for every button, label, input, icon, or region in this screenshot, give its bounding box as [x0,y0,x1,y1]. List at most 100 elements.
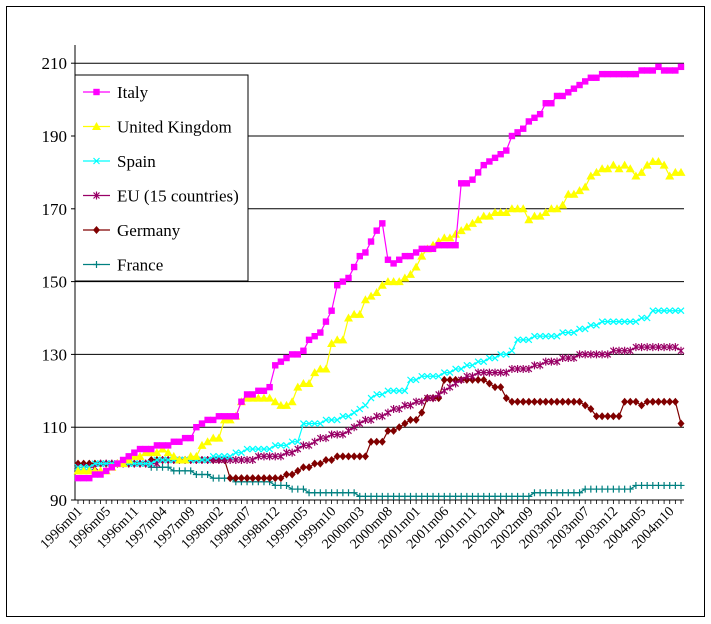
data-point-united-kingdom [253,393,263,402]
data-point-united-kingdom [180,455,190,464]
data-point-germany [361,452,369,461]
data-point-united-kingdom [670,167,680,176]
data-point-italy [452,242,459,249]
legend-marker [92,122,101,130]
data-point-united-kingdom [676,167,686,176]
data-point-italy [435,242,442,249]
data-point-eu-15-countries [260,452,268,461]
data-point-spain [519,336,527,344]
data-point-spain [339,412,347,420]
data-point-france [283,481,291,489]
data-point-spain [384,387,392,395]
data-point-eu-15-countries [671,343,679,352]
data-point-italy [525,118,533,125]
data-point-germany [395,423,403,432]
data-point-italy [615,70,623,78]
data-point-eu-15-countries [621,346,629,355]
data-point-italy [255,387,262,394]
data-point-eu-15-countries [576,350,583,359]
data-point-spain [102,460,110,468]
data-point-united-kingdom [620,160,630,169]
data-point-spain [378,391,386,398]
data-point-spain [299,420,307,427]
data-point-france [204,471,212,479]
data-point-italy [243,391,251,398]
data-point-italy [272,362,279,369]
data-point-united-kingdom [73,466,83,475]
data-point-italy [356,252,363,260]
data-point-united-kingdom [546,204,556,213]
data-point-italy [283,354,290,362]
data-point-italy [424,245,431,253]
data-point-eu-15-countries [322,434,330,443]
data-point-italy [474,169,482,176]
data-point-eu-15-countries [491,368,499,377]
data-point-united-kingdom [315,364,325,373]
data-point-spain [609,318,617,326]
data-point-spain [136,460,144,468]
data-point-italy [328,307,335,314]
data-point-united-kingdom [637,167,647,176]
data-point-germany [553,397,561,406]
data-point-united-kingdom [529,211,539,220]
data-point-france [525,492,533,500]
data-point-italy [486,158,493,165]
data-point-united-kingdom [152,448,162,457]
data-point-spain [452,365,460,373]
data-point-spain [502,350,510,358]
data-point-eu-15-countries [407,401,414,410]
data-point-italy [367,238,375,245]
data-point-italy [260,387,268,394]
data-point-spain [469,361,476,369]
data-point-italy [480,161,487,169]
data-point-italy [412,249,420,256]
data-point-france [677,481,685,489]
y-tick-label: 130 [42,345,68,364]
data-point-eu-15-countries [384,408,392,417]
data-point-germany [564,397,572,406]
data-point-germany [232,474,240,483]
data-point-eu-15-countries [440,386,448,395]
data-point-eu-15-countries [457,375,465,384]
data-point-germany [525,397,533,406]
data-point-italy [638,67,645,74]
data-point-italy [80,474,87,482]
data-point-eu-15-countries [401,401,409,410]
data-point-germany [288,470,296,479]
data-point-spain [615,318,623,326]
data-point-eu-15-countries [514,364,521,373]
data-point-italy [384,256,392,263]
data-point-italy [294,351,301,358]
data-point-united-kingdom [355,309,365,318]
data-point-spain [570,329,578,336]
data-point-eu-15-countries [559,354,567,363]
data-point-united-kingdom [479,211,489,220]
data-point-eu-15-countries [649,343,657,352]
data-point-spain [147,460,155,468]
data-point-spain [474,358,482,366]
data-point-spain [457,365,465,373]
data-point-united-kingdom [169,451,179,460]
data-point-eu-15-countries [525,364,533,373]
data-point-germany [581,401,589,410]
data-point-united-kingdom [338,335,348,344]
data-point-italy [114,460,121,467]
data-point-germany [294,466,302,475]
data-point-italy [407,252,414,260]
data-point-united-kingdom [541,207,551,216]
data-point-france [187,467,195,475]
data-point-germany [485,379,493,388]
y-tick-label: 90 [50,491,67,510]
data-point-italy [531,114,538,121]
data-point-eu-15-countries [677,346,685,355]
data-point-united-kingdom [208,433,218,442]
data-point-eu-15-countries [485,368,493,377]
data-point-eu-15-countries [593,350,600,359]
data-point-italy [322,318,330,325]
data-point-italy [418,245,425,253]
data-point-italy [176,438,183,445]
data-point-germany [226,474,234,483]
data-point-united-kingdom [197,440,207,449]
data-point-germany [592,412,600,421]
